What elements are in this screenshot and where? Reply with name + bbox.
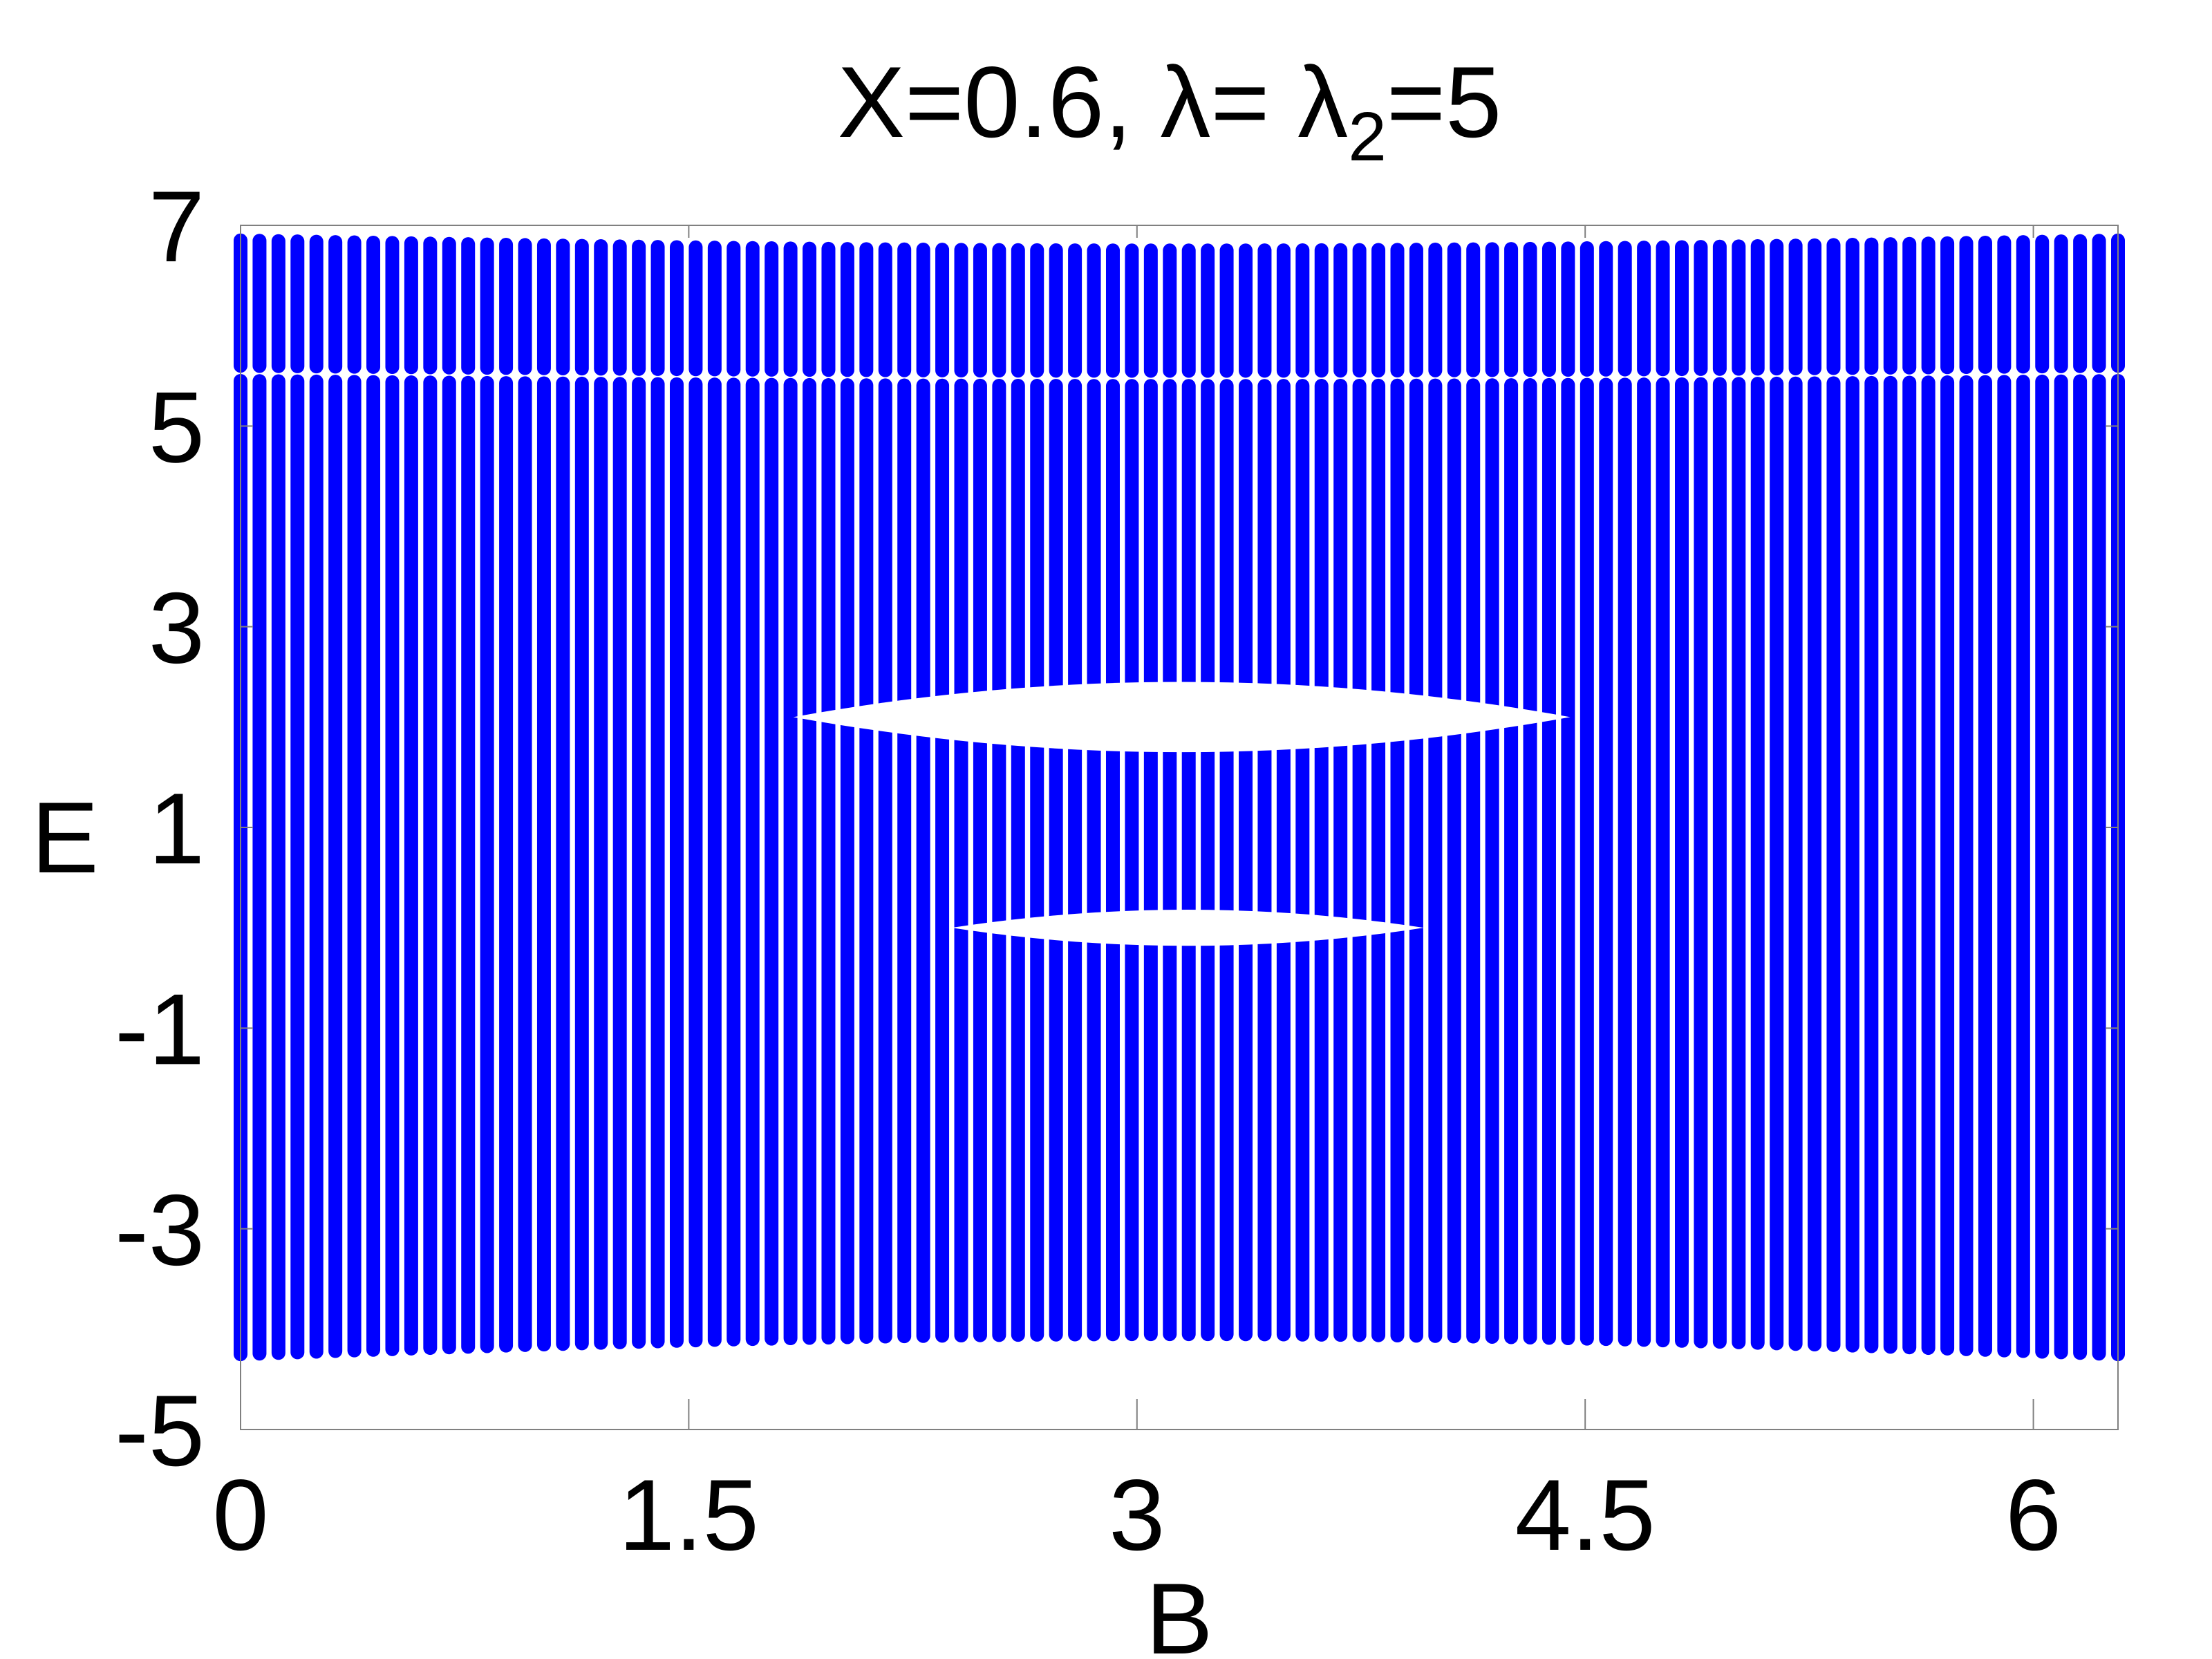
x-tick-label: 4.5 (1515, 1459, 1656, 1571)
plot-area (234, 233, 2125, 1362)
chart-title: X=0.6, λ= λ2=5 (838, 46, 1502, 176)
x-tick-label: 6 (2005, 1459, 2061, 1571)
band-gaps (793, 682, 1571, 946)
chart-title-subscript: 2 (1348, 98, 1387, 176)
x-axis-ticks: 0 1.5 3 4.5 6 (212, 225, 2061, 1571)
y-tick-label: 5 (149, 371, 205, 483)
x-tick-label: 1.5 (619, 1459, 759, 1571)
y-tick-label: 7 (149, 170, 205, 283)
y-axis-ticks: 7 5 3 1 -1 -3 -5 (115, 170, 2118, 1487)
chart-title-suffix: =5 (1387, 46, 1501, 158)
y-tick-label: -3 (115, 1174, 205, 1286)
y-tick-label: 1 (149, 772, 205, 885)
x-axis-title: B (1145, 1562, 1212, 1659)
x-tick-label: 3 (1109, 1459, 1165, 1571)
chart-title-main: X=0.6, λ= λ (838, 46, 1349, 158)
y-tick-label: -1 (115, 973, 205, 1085)
spectral-gap (793, 682, 1571, 753)
spectral-gap (951, 910, 1424, 946)
y-tick-label: -5 (115, 1374, 205, 1487)
y-tick-label: 3 (149, 572, 205, 684)
x-tick-label: 0 (212, 1459, 268, 1571)
y-axis-title: E (31, 781, 98, 894)
